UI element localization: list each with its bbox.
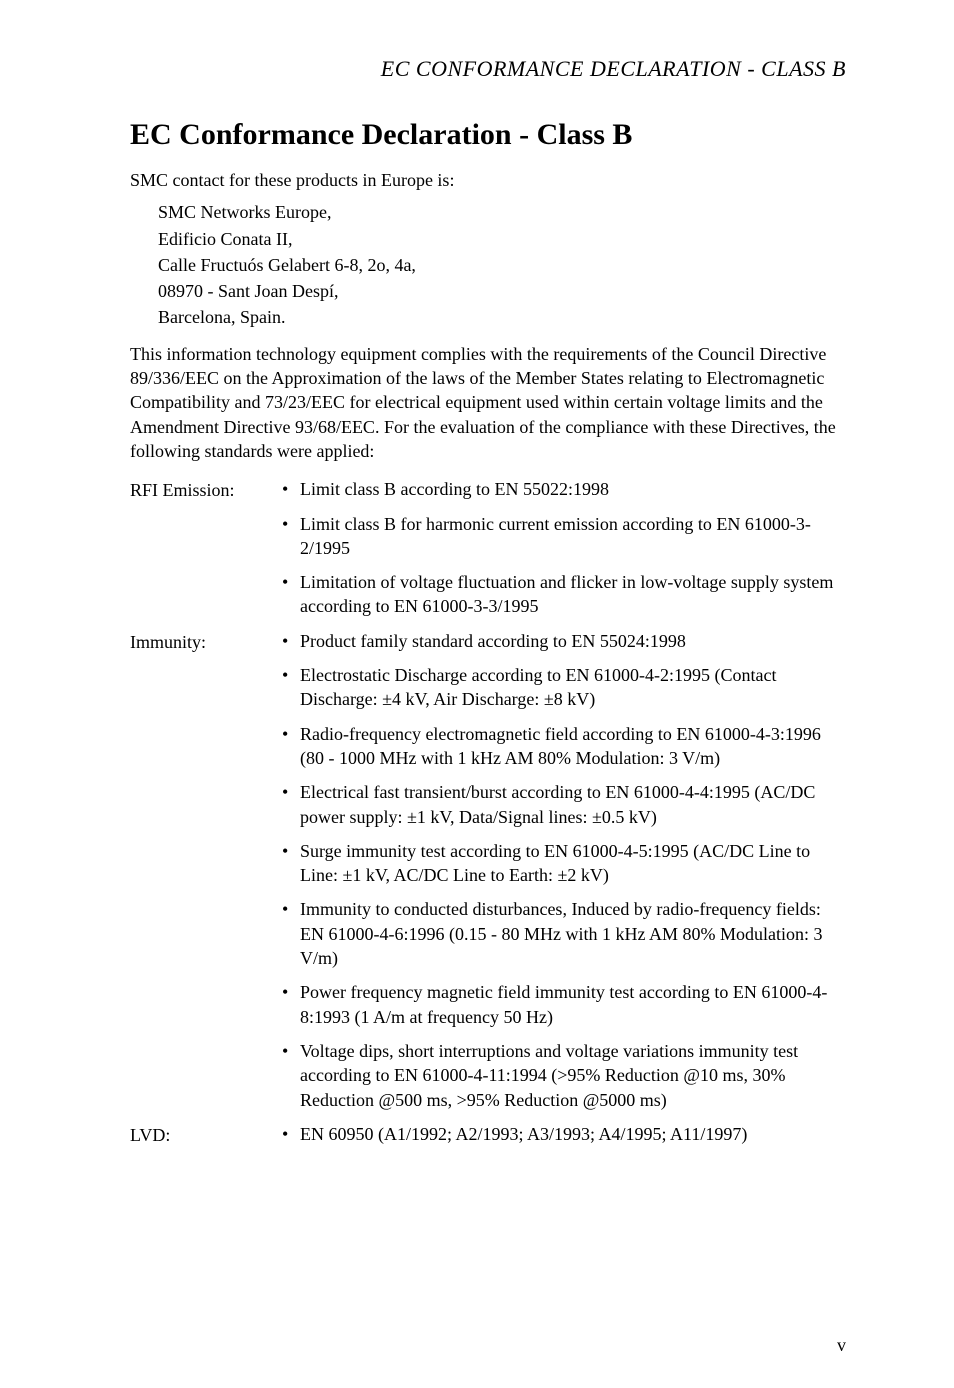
list-item: Product family standard according to EN … xyxy=(280,629,846,653)
lvd-bullets: EN 60950 (A1/1992; A2/1993; A3/1993; A4/… xyxy=(280,1122,846,1156)
list-item: Limit class B for harmonic current emiss… xyxy=(280,512,846,561)
list-item: Radio-frequency electromagnetic field ac… xyxy=(280,722,846,771)
list-item: Voltage dips, short interruptions and vo… xyxy=(280,1039,846,1112)
standards-table: RFI Emission: Limit class B according to… xyxy=(130,477,846,1156)
address-line: Edificio Conata II, xyxy=(158,227,846,251)
rfi-label: RFI Emission: xyxy=(130,477,280,628)
list-item: Immunity to conducted disturbances, Indu… xyxy=(280,897,846,970)
address-block: SMC Networks Europe, Edificio Conata II,… xyxy=(130,200,846,329)
rh-sc1: ONFORMANCE xyxy=(431,56,584,81)
intro-text: SMC contact for these products in Europe… xyxy=(130,168,846,192)
address-line: Barcelona, Spain. xyxy=(158,305,846,329)
list-item: Limit class B according to EN 55022:1998 xyxy=(280,477,846,501)
rh-sc3: LASS xyxy=(776,56,826,81)
rfi-bullets: Limit class B according to EN 55022:1998… xyxy=(280,477,846,628)
list-item: Electrostatic Discharge according to EN … xyxy=(280,663,846,712)
page-title: EC Conformance Declaration - Class B xyxy=(130,118,846,152)
list-item: Surge immunity test according to EN 6100… xyxy=(280,839,846,888)
list-item: Power frequency magnetic field immunity … xyxy=(280,980,846,1029)
page: EC CONFORMANCE DECLARATION - CLASS B EC … xyxy=(0,0,954,1388)
list-item: EN 60950 (A1/1992; A2/1993; A3/1993; A4/… xyxy=(280,1122,846,1146)
lvd-label: LVD: xyxy=(130,1122,280,1156)
compliance-paragraph: This information technology equipment co… xyxy=(130,342,846,463)
list-item: Limitation of voltage fluctuation and fl… xyxy=(280,570,846,619)
rh-prefix: EC C xyxy=(381,56,431,81)
rh-sc2: ECLARATION xyxy=(606,56,741,81)
address-line: SMC Networks Europe, xyxy=(158,200,846,224)
address-line: 08970 - Sant Joan Despí, xyxy=(158,279,846,303)
immunity-row: Immunity: Product family standard accord… xyxy=(130,629,846,1122)
lvd-row: LVD: EN 60950 (A1/1992; A2/1993; A3/1993… xyxy=(130,1122,846,1156)
running-head: EC CONFORMANCE DECLARATION - CLASS B xyxy=(130,56,846,82)
rfi-row: RFI Emission: Limit class B according to… xyxy=(130,477,846,628)
immunity-label: Immunity: xyxy=(130,629,280,1122)
rh-suffix: B xyxy=(826,56,846,81)
page-number: v xyxy=(837,1335,846,1356)
immunity-bullets: Product family standard according to EN … xyxy=(280,629,846,1122)
list-item: Electrical fast transient/burst accordin… xyxy=(280,780,846,829)
rh-mid1: D xyxy=(584,56,606,81)
address-line: Calle Fructuós Gelabert 6-8, 2o, 4a, xyxy=(158,253,846,277)
rh-mid2: - C xyxy=(741,56,776,81)
